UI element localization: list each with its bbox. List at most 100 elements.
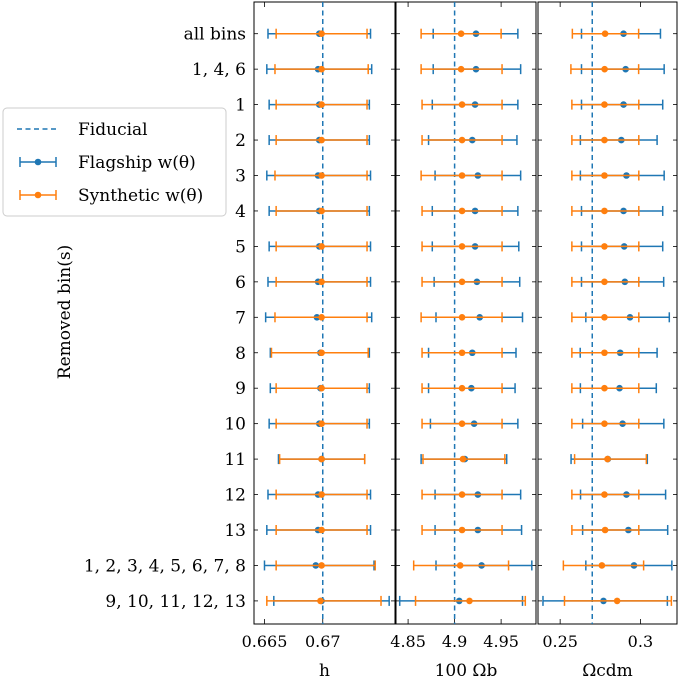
x-tick-label: 4.9 xyxy=(442,632,467,651)
synthetic-errorbar xyxy=(274,64,369,75)
synthetic-errorbar-point xyxy=(318,491,325,498)
synthetic-errorbar xyxy=(275,418,368,429)
synthetic-errorbar-point xyxy=(458,101,466,108)
synthetic-errorbar xyxy=(563,595,673,606)
synthetic-errorbar xyxy=(420,170,503,181)
synthetic-errorbar xyxy=(275,28,368,39)
legend-flagship-label: Flagship w(θ) xyxy=(78,153,196,173)
synthetic-errorbar xyxy=(421,383,503,394)
synthetic-errorbar xyxy=(412,560,510,571)
synthetic-errorbar-point xyxy=(459,455,467,463)
synthetic-errorbar-point xyxy=(601,314,608,321)
row-label: 11 xyxy=(224,450,246,470)
synthetic-errorbar xyxy=(275,205,368,216)
row-label: 5 xyxy=(235,237,246,257)
x-tick-label: 0.3 xyxy=(628,632,653,651)
x-tick-label: 0.665 xyxy=(242,632,288,651)
synthetic-errorbar xyxy=(275,525,368,535)
synthetic-errorbar-point xyxy=(318,136,325,144)
synthetic-errorbar xyxy=(414,595,527,606)
synthetic-errorbar-point xyxy=(466,597,473,605)
synthetic-errorbar xyxy=(421,525,503,535)
row-label: 1, 4, 6 xyxy=(192,60,246,80)
y-axis-label: Removed bin(s) xyxy=(55,245,75,379)
synthetic-errorbar-point xyxy=(601,30,609,37)
row-label: 1 xyxy=(235,96,246,116)
synthetic-errorbar xyxy=(275,135,368,146)
synthetic-errorbar-point xyxy=(458,278,466,286)
synthetic-errorbar-point xyxy=(601,243,608,250)
synthetic-errorbar xyxy=(421,276,503,287)
synthetic-errorbar xyxy=(275,99,368,110)
row-label: 9 xyxy=(235,379,246,399)
synthetic-errorbar-point xyxy=(458,243,466,250)
synthetic-errorbar xyxy=(570,64,640,75)
row-label: 1, 2, 3, 4, 5, 6, 7, 8 xyxy=(84,556,246,576)
synthetic-errorbar xyxy=(571,28,640,39)
synthetic-errorbar-point xyxy=(604,455,611,463)
synthetic-errorbar xyxy=(571,205,640,216)
synthetic-errorbar xyxy=(266,595,382,606)
synthetic-errorbar-point xyxy=(318,65,325,73)
row-label: 9, 10, 11, 12, 13 xyxy=(105,592,246,612)
legend-synthetic-label: Synthetic w(θ) xyxy=(78,186,203,206)
synthetic-errorbar xyxy=(422,454,506,465)
x-axis-label: h xyxy=(319,661,330,681)
panel-frame xyxy=(395,1,537,625)
row-label: 4 xyxy=(235,202,246,222)
synthetic-errorbar-point xyxy=(457,30,465,37)
synthetic-errorbar-point xyxy=(318,30,325,37)
row-label: 12 xyxy=(224,486,246,506)
synthetic-errorbar-point xyxy=(601,101,608,108)
synthetic-errorbar-point xyxy=(456,562,464,569)
x-axis-label: 100 Ωb xyxy=(435,661,498,681)
synthetic-errorbar-point xyxy=(613,597,621,605)
row-label: all bins xyxy=(184,25,246,45)
synthetic-errorbar-point xyxy=(601,65,608,73)
synthetic-errorbar xyxy=(275,383,368,394)
synthetic-errorbar-point xyxy=(318,207,325,215)
synthetic-errorbar xyxy=(571,347,640,358)
panel-h: 0.665 0.67 h xyxy=(242,1,396,681)
synthetic-errorbar-point xyxy=(601,349,608,357)
synthetic-errorbar-point xyxy=(318,101,325,108)
synthetic-errorbar xyxy=(275,489,368,500)
synthetic-errorbar-point xyxy=(318,172,325,179)
synthetic-errorbar xyxy=(275,276,368,287)
row-label: 8 xyxy=(235,344,246,364)
row-label: 7 xyxy=(235,308,246,328)
synthetic-errorbar-point xyxy=(458,526,466,534)
synthetic-errorbar-point xyxy=(458,172,466,179)
synthetic-errorbar-point xyxy=(318,562,325,569)
x-tick-label: 4.85 xyxy=(390,632,426,651)
synthetic-errorbar-point xyxy=(601,172,608,179)
panel-frame xyxy=(537,1,678,625)
synthetic-errorbar-point xyxy=(458,384,466,392)
synthetic-errorbar xyxy=(420,64,503,75)
synthetic-errorbar xyxy=(573,454,648,465)
row-label: 6 xyxy=(235,273,246,293)
synthetic-errorbar xyxy=(274,312,368,323)
synthetic-errorbar xyxy=(571,241,640,252)
synthetic-errorbar xyxy=(571,525,640,535)
synthetic-errorbar-point xyxy=(318,349,325,357)
panel-frame xyxy=(253,1,396,625)
synthetic-errorbar xyxy=(562,560,645,571)
synthetic-errorbar xyxy=(275,560,376,571)
synthetic-errorbar xyxy=(421,135,503,146)
synthetic-errorbar-point xyxy=(601,491,608,498)
legend-box xyxy=(2,107,227,217)
synthetic-errorbar xyxy=(421,347,503,358)
legend: Fiducial Flagship w(θ) Synthetic w(θ) xyxy=(2,107,227,217)
synthetic-errorbar xyxy=(571,99,640,110)
panels: 0.665 0.67 h 4.85 4.9 4.95 100 Ωb 0.25 0.3 Ωcdm xyxy=(242,1,678,681)
synthetic-errorbar-point xyxy=(318,455,325,463)
synthetic-errorbar-point xyxy=(318,420,325,427)
synthetic-errorbar-point xyxy=(601,136,608,144)
synthetic-errorbar xyxy=(421,489,503,500)
synthetic-errorbar-point xyxy=(317,597,324,605)
synthetic-errorbar-point xyxy=(318,526,325,534)
synthetic-errorbar-point xyxy=(458,420,466,427)
